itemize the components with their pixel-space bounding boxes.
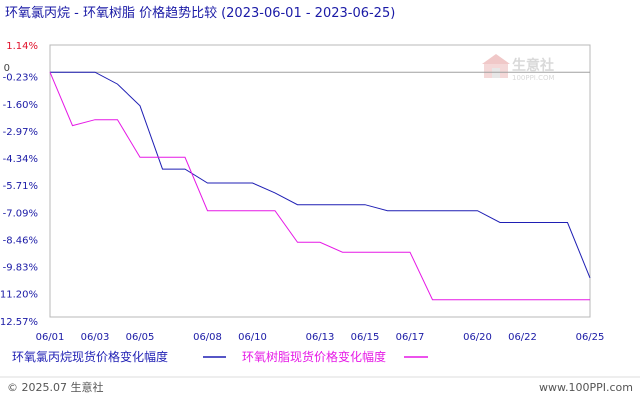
y-tick-label: 0 [4, 63, 10, 74]
y-axis: 1.14% 0-0.23% -1.60% -2.97% -4.34% -5.71% -7.0… [0, 41, 38, 328]
x-tick-label: 06/05 [126, 332, 155, 343]
watermark: 生意社 100PPI.COM [482, 54, 555, 82]
y-tick-label: -11.20% [0, 290, 38, 301]
legend-label-epoxy-resin: 环氧树脂现货价格变化幅度 [242, 349, 386, 364]
y-tick-label: -12.57% [0, 317, 38, 328]
series-line-epichlorohydrin [50, 71, 591, 279]
x-tick-label: 06/17 [396, 332, 425, 343]
x-tick-label: 06/13 [306, 332, 335, 343]
y-tick-label: -5.71% [3, 181, 38, 192]
legend-label-epichlorohydrin: 环氧氯丙烷现货价格变化幅度 [12, 349, 168, 364]
legend: 环氧氯丙烷现货价格变化幅度 环氧树脂现货价格变化幅度 [12, 349, 428, 364]
footer-copyright: © 2025.07 生意社 [7, 380, 103, 394]
plot-area [49, 44, 591, 318]
x-tick-label: 06/20 [463, 332, 492, 343]
watermark-url: 100PPI.COM [512, 74, 555, 82]
x-axis: 06/01 06/03 06/05 06/08 06/10 06/13 06/15 06/17… [36, 332, 605, 343]
x-tick-label: 06/25 [576, 332, 605, 343]
series-line-epoxy-resin [49, 72, 590, 301]
y-tick-label: -8.46% [3, 236, 38, 247]
x-tick-label: 06/01 [36, 332, 65, 343]
x-tick-label: 06/10 [238, 332, 267, 343]
x-tick-label: 06/15 [351, 332, 380, 343]
watermark-logo-icon [482, 54, 510, 78]
y-tick-label: -0.23% [3, 73, 38, 84]
x-tick-label: 06/08 [193, 332, 222, 343]
x-tick-label: 06/03 [81, 332, 110, 343]
y-tick-label: -1.60% [3, 100, 38, 111]
y-tick-label: -2.97% [3, 127, 38, 138]
x-tick-label: 06/22 [508, 332, 537, 343]
y-tick-label: 1.14% [6, 41, 38, 52]
watermark-name: 生意社 [512, 57, 554, 74]
footer-site-link[interactable]: www.100PPI.com [539, 381, 633, 394]
y-tick-label: -4.34% [3, 154, 38, 165]
chart-title: 环氧氯丙烷 - 环氧树脂 价格趋势比较 (2023-06-01 - 2023-06… [5, 5, 395, 21]
y-tick-label: -7.09% [3, 208, 38, 219]
y-tick-label: -9.83% [3, 263, 38, 274]
series-lines [49, 71, 591, 301]
